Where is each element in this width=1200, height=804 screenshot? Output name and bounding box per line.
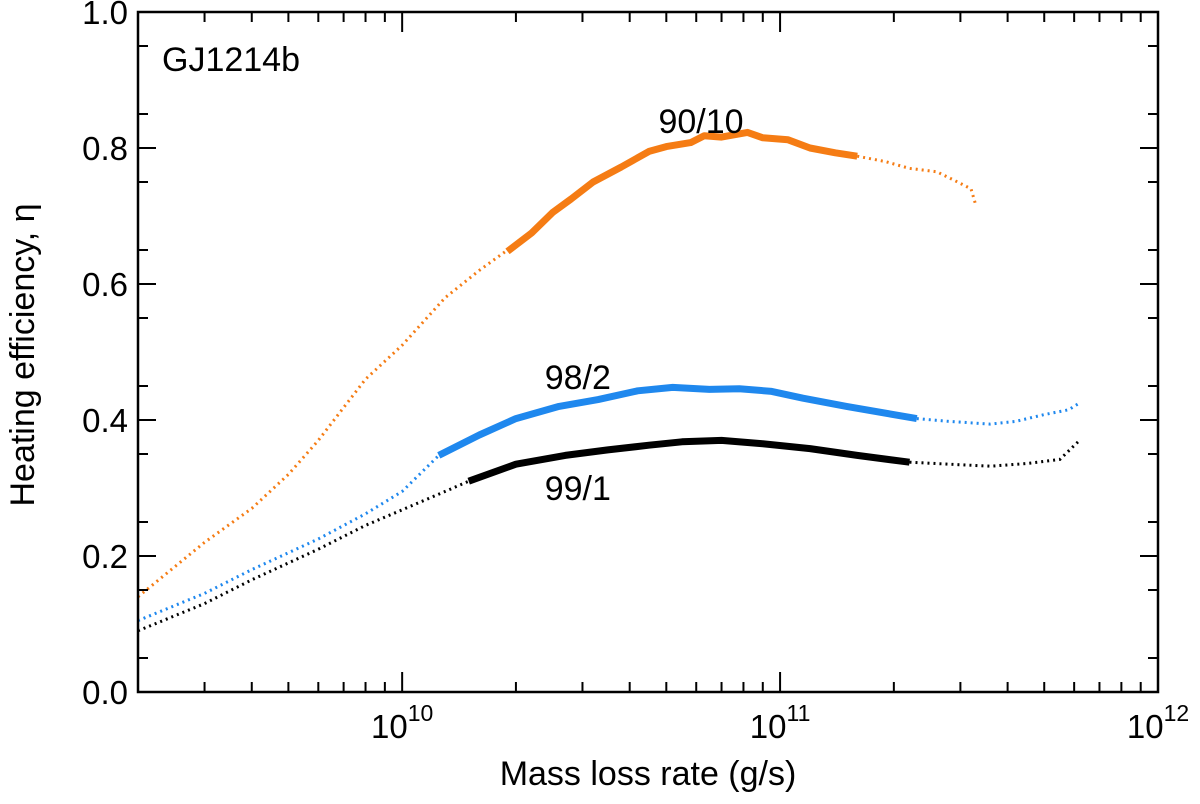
series-90-10-dotted-low: [137, 248, 509, 598]
x-tick-label: 1012: [1127, 700, 1189, 745]
x-axis-title: Mass loss rate (g/s): [500, 755, 797, 793]
x-tick-exponent: 12: [1164, 700, 1190, 726]
x-tick-exponent: 10: [408, 700, 434, 726]
plot-annotation: GJ1214b: [162, 41, 300, 79]
y-tick-label: 0.6: [82, 266, 128, 303]
x-tick-base: 10: [1127, 708, 1164, 745]
series-99-1-solid: [467, 436, 910, 485]
series-layer: 90/10 98/2 99/1: [137, 103, 1081, 633]
x-tick-base: 10: [750, 708, 787, 745]
series-label-99-1: 99/1: [545, 470, 611, 508]
plot-frame: [136, 10, 1160, 694]
series-label-90-10: 90/10: [658, 103, 743, 141]
x-tick-label: 1010: [371, 700, 433, 745]
series-98-2-dotted-low: [137, 454, 440, 622]
series-label-98-2: 98/2: [545, 359, 611, 397]
y-tick-label: 0.4: [82, 402, 128, 439]
x-tick-base: 10: [371, 708, 408, 745]
y-axis-title: Heating efficiency, η: [4, 203, 42, 506]
y-tick-label: 0.2: [82, 538, 128, 575]
x-tick-exponent: 11: [786, 700, 810, 726]
series-90-10-solid: [505, 128, 858, 255]
y-tick-label: 0.0: [82, 674, 128, 711]
y-tick-label: 1.0: [82, 0, 128, 31]
x-tick-label: 1011: [750, 700, 811, 745]
y-tick-label: 0.8: [82, 130, 128, 167]
series-98-2-solid: [437, 383, 918, 459]
